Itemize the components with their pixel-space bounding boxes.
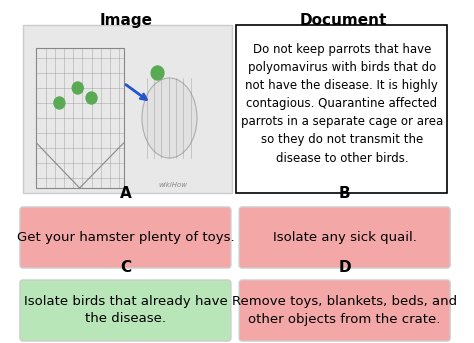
Text: Document: Document	[299, 13, 386, 28]
Text: Get your hamster plenty of toys.: Get your hamster plenty of toys.	[17, 231, 234, 244]
Text: D: D	[338, 260, 351, 274]
Text: Isolate any sick quail.: Isolate any sick quail.	[273, 231, 417, 244]
Text: A: A	[119, 187, 131, 201]
FancyBboxPatch shape	[237, 25, 447, 193]
FancyBboxPatch shape	[20, 280, 231, 341]
Text: C: C	[120, 260, 131, 274]
Circle shape	[151, 66, 164, 80]
Text: B: B	[339, 187, 350, 201]
Text: Isolate birds that already have
the disease.: Isolate birds that already have the dise…	[24, 296, 228, 326]
Circle shape	[54, 97, 65, 109]
Ellipse shape	[142, 78, 197, 158]
FancyBboxPatch shape	[20, 207, 231, 268]
Circle shape	[86, 92, 97, 104]
Text: Do not keep parrots that have
polyomavirus with birds that do
not have the disea: Do not keep parrots that have polyomavir…	[241, 44, 443, 165]
Text: Image: Image	[100, 13, 153, 28]
FancyBboxPatch shape	[239, 207, 450, 268]
FancyBboxPatch shape	[239, 280, 450, 341]
Circle shape	[72, 82, 83, 94]
FancyBboxPatch shape	[23, 25, 232, 193]
Text: wikiHow: wikiHow	[159, 182, 188, 188]
Text: Remove toys, blankets, beds, and
other objects from the crate.: Remove toys, blankets, beds, and other o…	[232, 296, 457, 326]
